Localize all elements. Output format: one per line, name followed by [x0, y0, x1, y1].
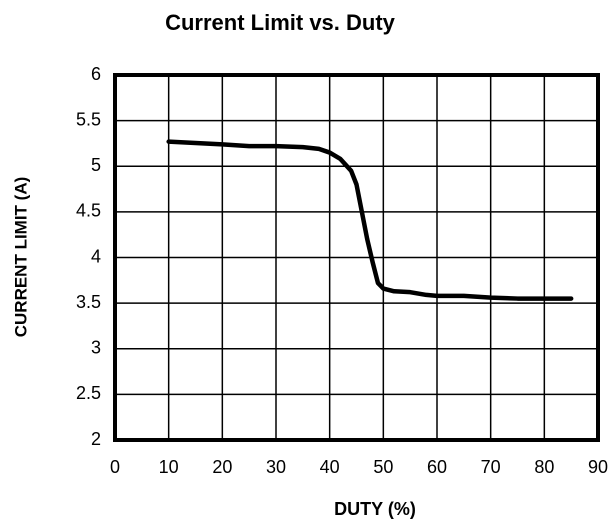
- plot-border: [113, 73, 600, 442]
- y-tick-label: 4.5: [76, 201, 101, 221]
- x-tick-label: 60: [427, 457, 447, 477]
- y-tick-label: 2: [91, 429, 101, 449]
- x-tick-label: 40: [320, 457, 340, 477]
- y-tick-label: 3: [91, 338, 101, 358]
- y-tick-label: 6: [91, 64, 101, 84]
- x-axis-label: DUTY (%): [334, 499, 416, 519]
- y-tick-label: 5.5: [76, 109, 101, 129]
- x-tick-label: 80: [534, 457, 554, 477]
- y-tick-label: 4: [91, 246, 101, 266]
- x-tick-label: 0: [110, 457, 120, 477]
- y-tick-label: 3.5: [76, 292, 101, 312]
- line: [166, 139, 574, 301]
- y-tick-label: 5: [91, 155, 101, 175]
- chart-title: Current Limit vs. Duty: [165, 10, 396, 35]
- x-tick-label: 50: [373, 457, 393, 477]
- x-tick-label: 20: [212, 457, 232, 477]
- x-tick-label: 30: [266, 457, 286, 477]
- x-tick-label: 90: [588, 457, 608, 477]
- x-tick-label: 10: [159, 457, 179, 477]
- y-tick-label: 2.5: [76, 383, 101, 403]
- x-tick-label: 70: [481, 457, 501, 477]
- y-axis-label: CURRENT LIMIT (A): [11, 177, 30, 338]
